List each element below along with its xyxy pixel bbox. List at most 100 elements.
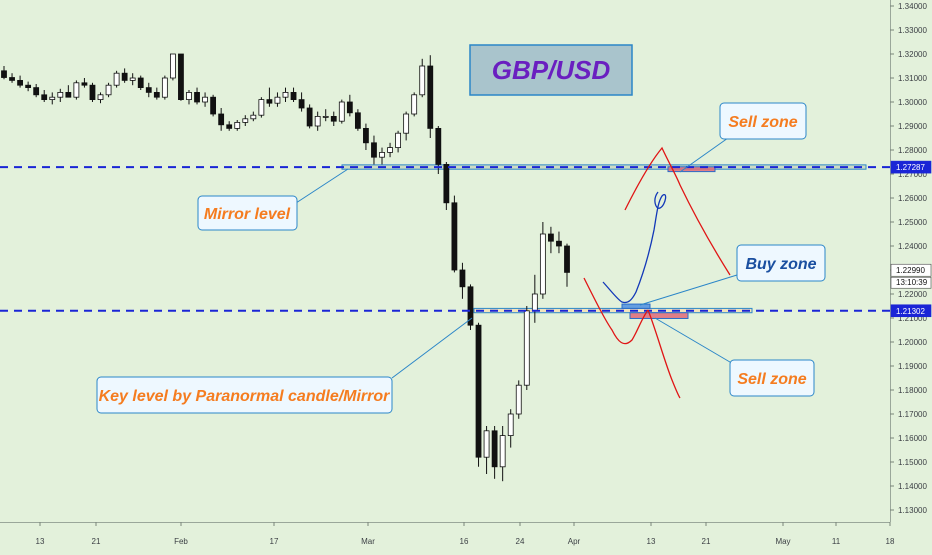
candle-body [9,77,15,81]
price-tick-label: 1.29000 [898,122,927,131]
candle-body [81,82,88,86]
candle-body [443,163,450,204]
candle-body [322,116,329,118]
candle [49,92,56,105]
candle [346,94,353,117]
candle-body [234,122,241,129]
candle-body [186,92,192,101]
candle-body [210,96,217,115]
mirror-level-callout[interactable]: Mirror level [197,195,298,231]
price-tick-label: 1.15000 [898,458,927,467]
candle-body [137,77,144,89]
candle [363,123,369,150]
candle-body [178,53,184,100]
price-tick-label: 1.34000 [898,2,927,11]
time-tick-label: 24 [516,537,525,546]
candle [539,222,546,299]
buy-zone [621,303,651,309]
candle-body [451,202,458,271]
candle [548,226,554,254]
candle [258,97,265,118]
freehand-drawings [583,146,731,399]
candle [129,73,136,86]
price-tick-label: 1.17000 [898,410,927,419]
buy-zone-callout[interactable]: Buy zone [736,244,826,282]
countdown-text: 13:10:39 [896,278,928,287]
key-level-callout[interactable]: Key level by Paranormal candle/Mirror [96,376,393,414]
candle [17,75,23,88]
sell-zone-lower-callout[interactable]: Sell zone [729,359,815,397]
last-price-tag: 1.22990 [890,263,932,277]
sell-zone-upper-callout[interactable]: Sell zone [719,102,807,140]
key-level-label: Key level by Paranormal candle/Mirror [99,388,391,405]
candle [282,87,289,102]
candle-body [483,430,490,458]
candle [33,84,40,98]
candle [97,92,104,104]
candle [41,90,48,102]
price-tick-label: 1.20000 [898,338,927,347]
candle-body [25,84,32,88]
candle [153,87,160,100]
candle-body [105,84,112,96]
candle-body [531,293,538,312]
candle [491,426,498,479]
candlestick-series [1,53,570,482]
candle [411,92,418,117]
candle [499,426,506,482]
candle [226,121,233,131]
time-tick-label: 16 [460,537,469,546]
candle-body [539,233,546,295]
lower-level-tag-text: 1.21302 [896,307,925,316]
time-tick-label: 13 [647,537,656,546]
candle [427,55,434,138]
candle [274,92,281,107]
price-tick-label: 1.14000 [898,482,927,491]
candle-body [153,92,160,98]
candle-body [274,96,281,104]
candle [298,92,305,112]
sell-zone-upper-label: Sell zone [728,114,797,131]
candle [9,73,15,83]
candle-body [218,113,225,126]
red-projection-upper [624,146,731,276]
candle-body [41,94,48,101]
time-tick-label: 21 [702,537,711,546]
candle-body [169,53,176,79]
time-axis[interactable]: 13 21 Feb 17 Mar 16 24 Apr 13 21 May 11 18 [0,522,895,550]
countdown-tag: 13:10:39 [890,276,932,289]
candle-body [354,112,361,129]
candle-body [548,233,554,242]
price-tick-label: 1.18000 [898,386,927,395]
candle [89,82,96,102]
candle-body [459,269,466,288]
candle [25,81,32,92]
candle [338,99,345,124]
candle-body [507,413,514,437]
upper-level-tag-text: 1.27287 [896,163,925,172]
candle [266,87,273,107]
candle [234,120,241,131]
candle [507,409,514,448]
callouts[interactable]: GBP/USD Mirror level Sell zone Buy zone … [96,44,826,414]
candle-body [1,70,7,78]
candle-body [194,92,200,103]
price-tick-label: 1.30000 [898,98,927,107]
price-tick-label: 1.19000 [898,362,927,371]
candle-body [564,245,570,273]
lower-level-tag: 1.21302 [890,304,932,318]
candle [121,68,128,83]
candle [435,126,442,174]
candle-body [129,77,136,81]
candle [65,85,72,98]
time-tick-label: Feb [174,537,188,546]
candle-body [338,101,345,122]
candle-body [242,118,249,123]
candle-body [435,127,442,165]
title-box: GBP/USD [469,44,633,96]
candle-body [387,147,393,153]
key-level-leader [391,317,473,379]
chart-title: GBP/USD [492,55,611,85]
